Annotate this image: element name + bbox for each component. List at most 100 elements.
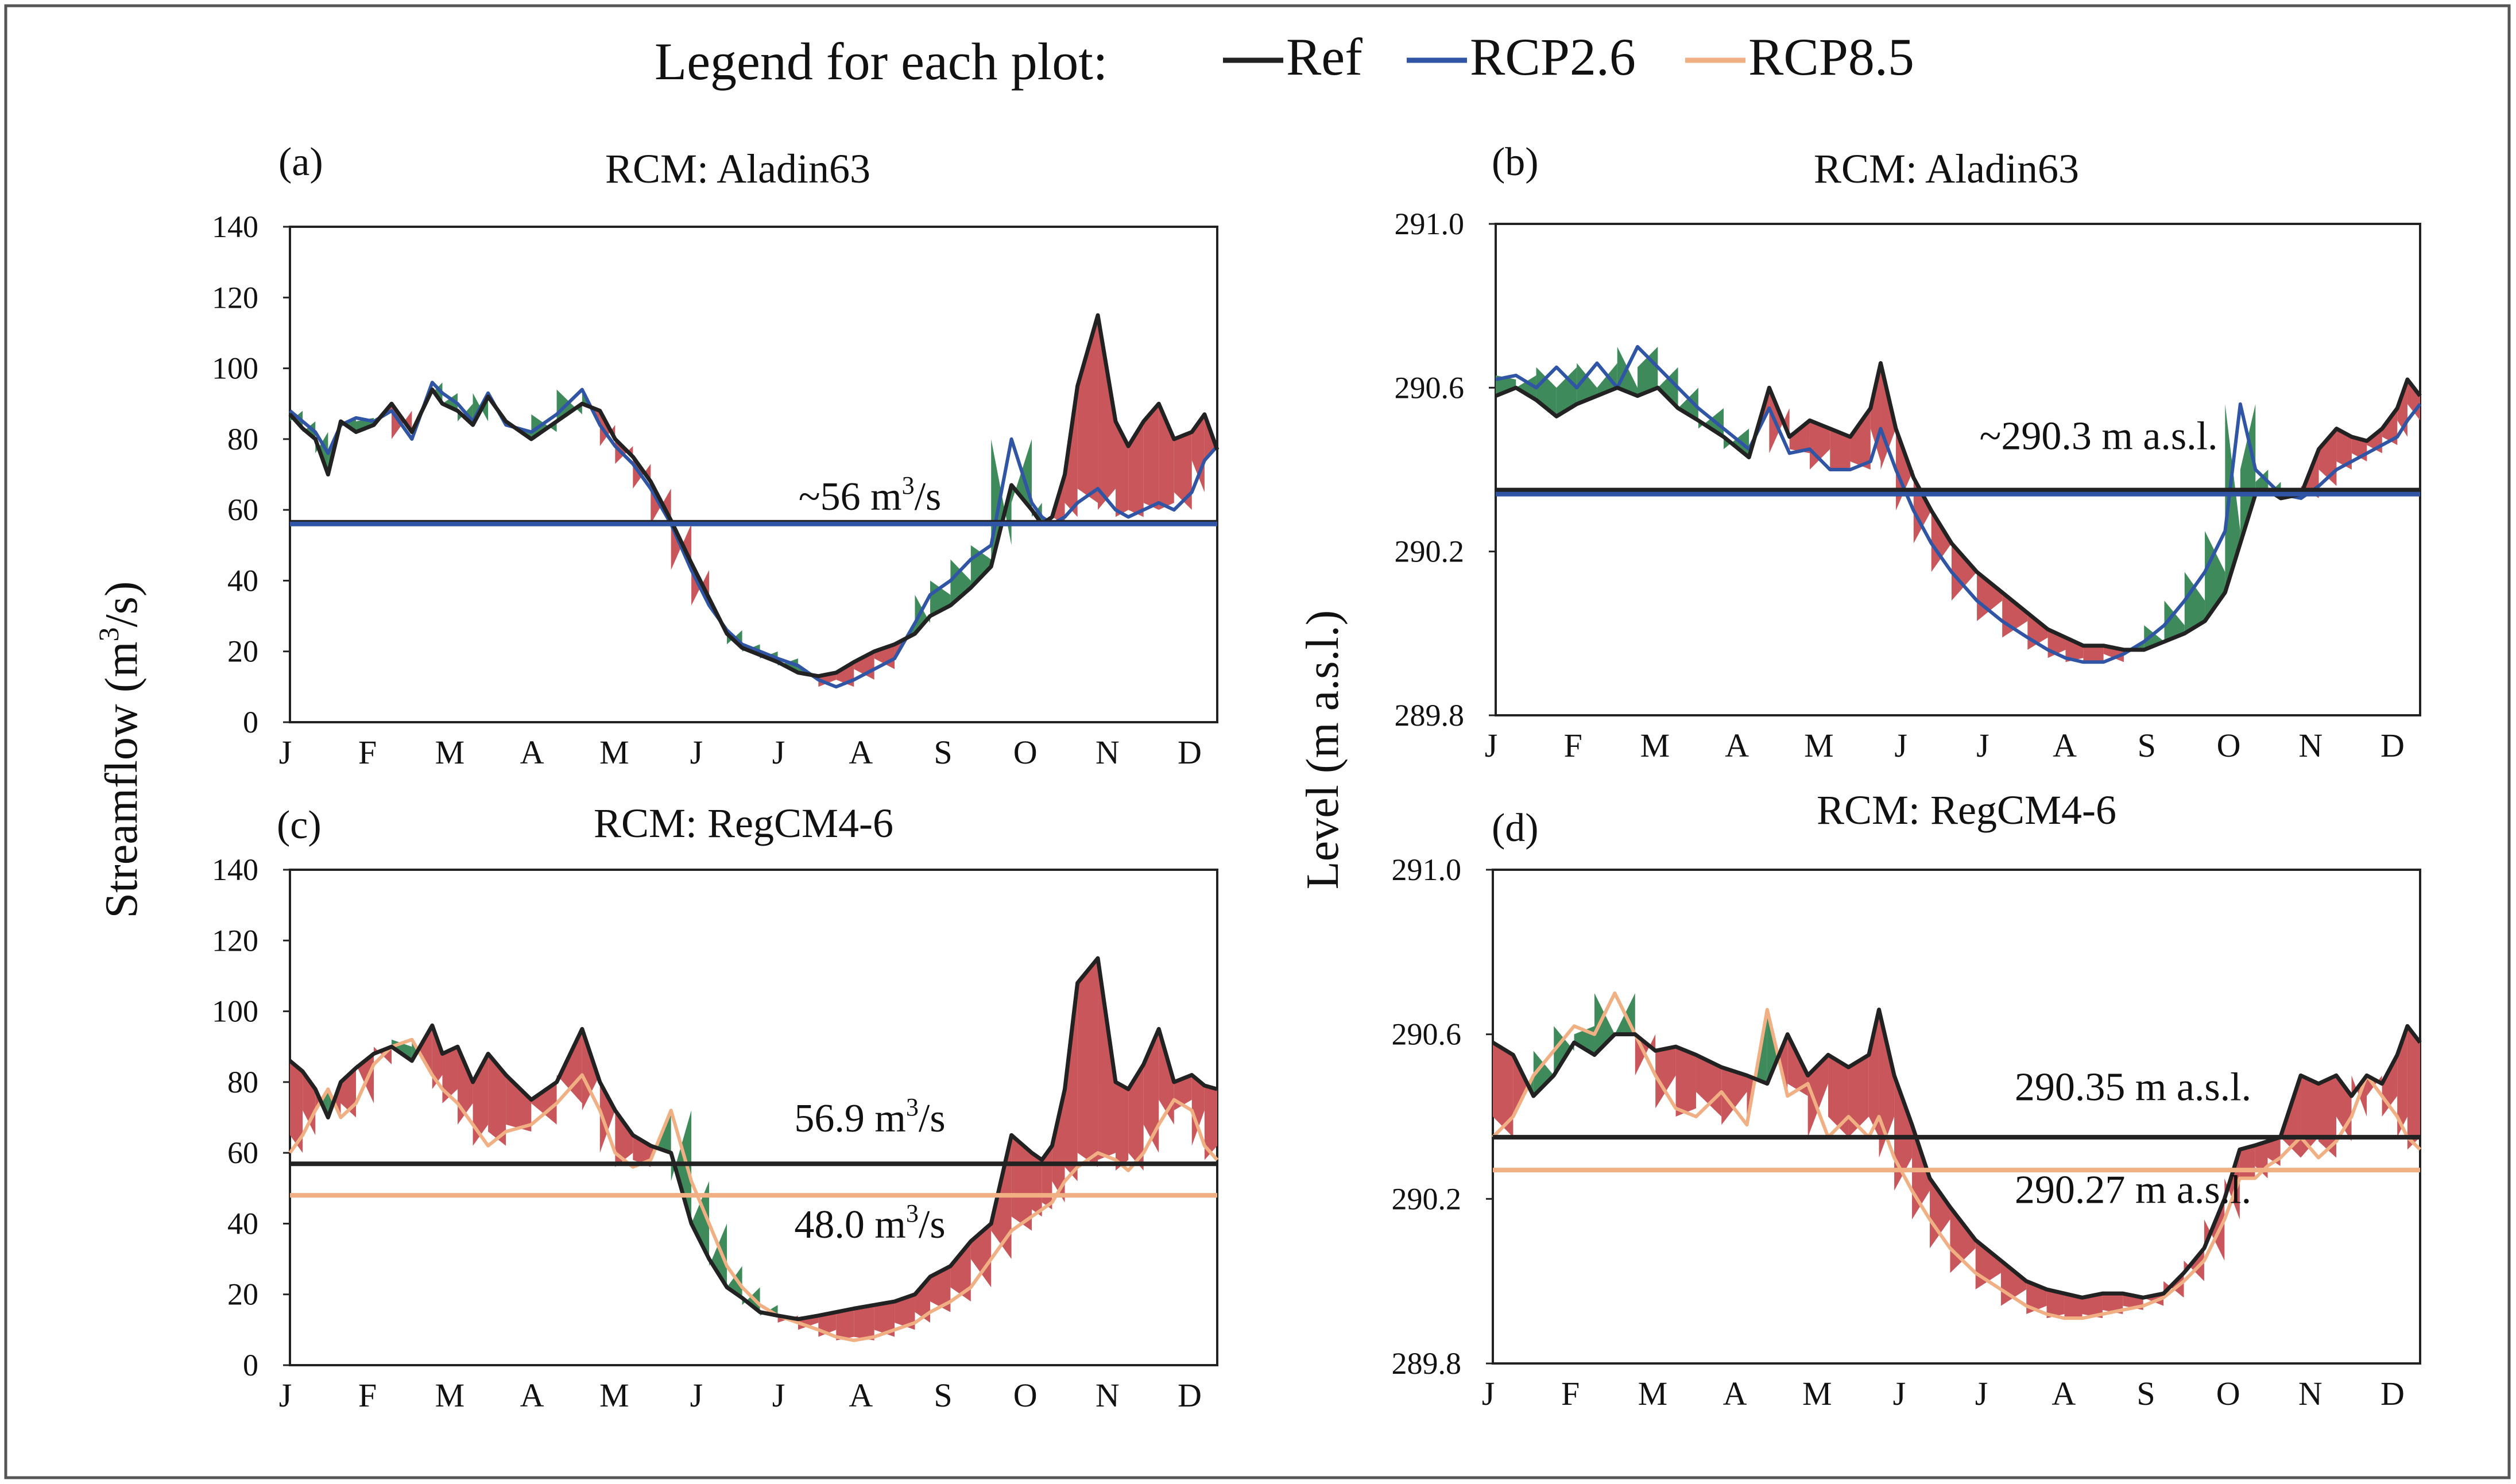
diff-area	[1787, 1034, 1808, 1096]
diff-area	[418, 1025, 432, 1075]
y-tick-label: 40	[227, 563, 258, 598]
diff-area	[2407, 1026, 2420, 1150]
diff-area	[1493, 1043, 1514, 1137]
diff-area	[442, 1047, 458, 1103]
legend-label-ref: Ref	[1286, 28, 1362, 86]
diff-area	[1828, 1055, 1849, 1137]
diff-area	[1204, 1086, 1217, 1160]
x-month-label: N	[1096, 734, 1120, 771]
x-month-label: F	[1561, 1375, 1580, 1412]
panel-title: RCM: RegCM4-6	[594, 800, 893, 846]
diff-area	[2397, 1026, 2407, 1137]
diff-area	[1848, 1055, 1869, 1137]
diff-area	[1830, 428, 1851, 470]
diff-area	[1930, 1178, 1950, 1249]
diff-area	[1638, 347, 1658, 396]
diff-area	[1894, 1075, 1913, 1191]
y-tick-label: 291.0	[1392, 853, 1462, 887]
diff-area	[1658, 367, 1678, 408]
y-tick-label: 140	[212, 853, 258, 887]
panel-title: RCM: Aladin63	[1814, 146, 2079, 192]
x-month-label: M	[1638, 1375, 1668, 1412]
diff-area	[1098, 958, 1116, 1160]
diff-area	[442, 393, 458, 411]
plot-frame	[1495, 223, 2421, 716]
x-month-label: A	[1725, 727, 1749, 764]
y-tick-label: 290.6	[1392, 1017, 1462, 1052]
y-tick-label: 290.2	[1392, 1181, 1462, 1216]
series-line-rcp85	[288, 1037, 1219, 1342]
series-line-rcp26	[289, 381, 1219, 689]
x-month-label: F	[1564, 727, 1582, 764]
diff-area	[1577, 363, 1597, 404]
diff-area	[531, 1082, 557, 1125]
y-tick-label: 120	[212, 923, 258, 958]
panel-b: (b) RCM: Aladin63 289.8 290.2 290.6 291.0 J F M A…	[1395, 140, 2422, 764]
diff-area	[1617, 347, 1638, 396]
legend: Legend for each plot: Ref RCP2.6 RCP8.5	[655, 28, 1914, 91]
diff-area	[915, 595, 931, 634]
x-month-label: O	[1013, 734, 1038, 771]
y-tick-label: 20	[227, 634, 258, 669]
diff-area	[488, 1053, 506, 1146]
diff-area	[2184, 572, 2205, 634]
diff-area	[1556, 367, 1577, 417]
diff-area	[615, 1110, 633, 1167]
panel-d: (d) RCM: RegCM4-6 289.8 290.2 290.6 291.0 J F M A…	[1392, 787, 2422, 1412]
diff-area	[2144, 625, 2165, 650]
x-month-label: J	[690, 1377, 703, 1414]
diff-area	[1065, 983, 1078, 1181]
diff-area	[950, 1241, 971, 1302]
x-month-label: M	[435, 1377, 465, 1414]
panel-a: (a) RCM: Aladin63 0 20 40 60 80 100 120 140 J F M A M J…	[212, 140, 1220, 771]
panel-title: RCM: RegCM4-6	[1817, 787, 2116, 833]
diff-area	[1077, 958, 1098, 1167]
y-tick-label: 0	[243, 705, 258, 739]
x-month-label: M	[599, 734, 629, 771]
diff-area	[1868, 1009, 1879, 1137]
diff-area	[1807, 1055, 1829, 1137]
panel-c: (c) RCM: RegCM4-6 0 20 40 60 80 100 120 140 J F M A M J…	[212, 800, 1219, 1414]
x-month-label: J	[279, 1377, 292, 1414]
diff-area	[2102, 1293, 2123, 1314]
y-tick-label: 289.8	[1392, 1346, 1462, 1381]
x-month-label: D	[1178, 734, 1202, 771]
diff-area	[1655, 1047, 1676, 1109]
diff-area	[2082, 1293, 2103, 1319]
x-month-label: S	[2136, 1375, 2155, 1412]
mean-annotation: ~56 m3/s	[799, 471, 942, 519]
diff-area	[1977, 572, 2003, 621]
x-month-label: J	[690, 734, 703, 771]
diff-area	[2046, 1289, 2065, 1319]
x-month-label: J	[1975, 1375, 1988, 1412]
diff-area	[458, 1047, 473, 1125]
y-tick-label: 289.8	[1395, 698, 1465, 733]
legend-title: Legend for each plot:	[655, 32, 1108, 91]
diff-area	[2225, 404, 2240, 592]
diff-area	[432, 1025, 443, 1090]
diff-area	[915, 1276, 931, 1323]
diff-area	[582, 1029, 600, 1111]
diff-area	[691, 1181, 710, 1260]
diff-area	[1191, 1075, 1205, 1146]
diff-area	[742, 1287, 760, 1312]
y-tick-label: 80	[227, 1065, 258, 1099]
plot-frame	[289, 226, 1218, 723]
diff-area	[1513, 1055, 1528, 1117]
diff-area	[1011, 1135, 1032, 1231]
diff-area	[1789, 420, 1810, 454]
x-month-label: F	[358, 1377, 377, 1414]
series-line-ref	[1492, 1008, 2422, 1300]
diff-area	[1116, 1082, 1129, 1171]
x-month-label: S	[934, 734, 952, 771]
mean-annotation: ~290.3 m a.s.l.	[1979, 414, 2217, 458]
diff-area	[1516, 375, 1536, 400]
diff-area	[2064, 1293, 2083, 1319]
mean-annotation: 290.27 m a.s.l.	[2015, 1168, 2251, 1212]
x-month-label: A	[849, 1377, 873, 1414]
diff-area	[1116, 421, 1129, 517]
diff-area	[2083, 645, 2104, 662]
x-month-label: M	[435, 734, 465, 771]
x-month-label: J	[1894, 727, 1907, 764]
x-month-label: J	[279, 734, 292, 771]
